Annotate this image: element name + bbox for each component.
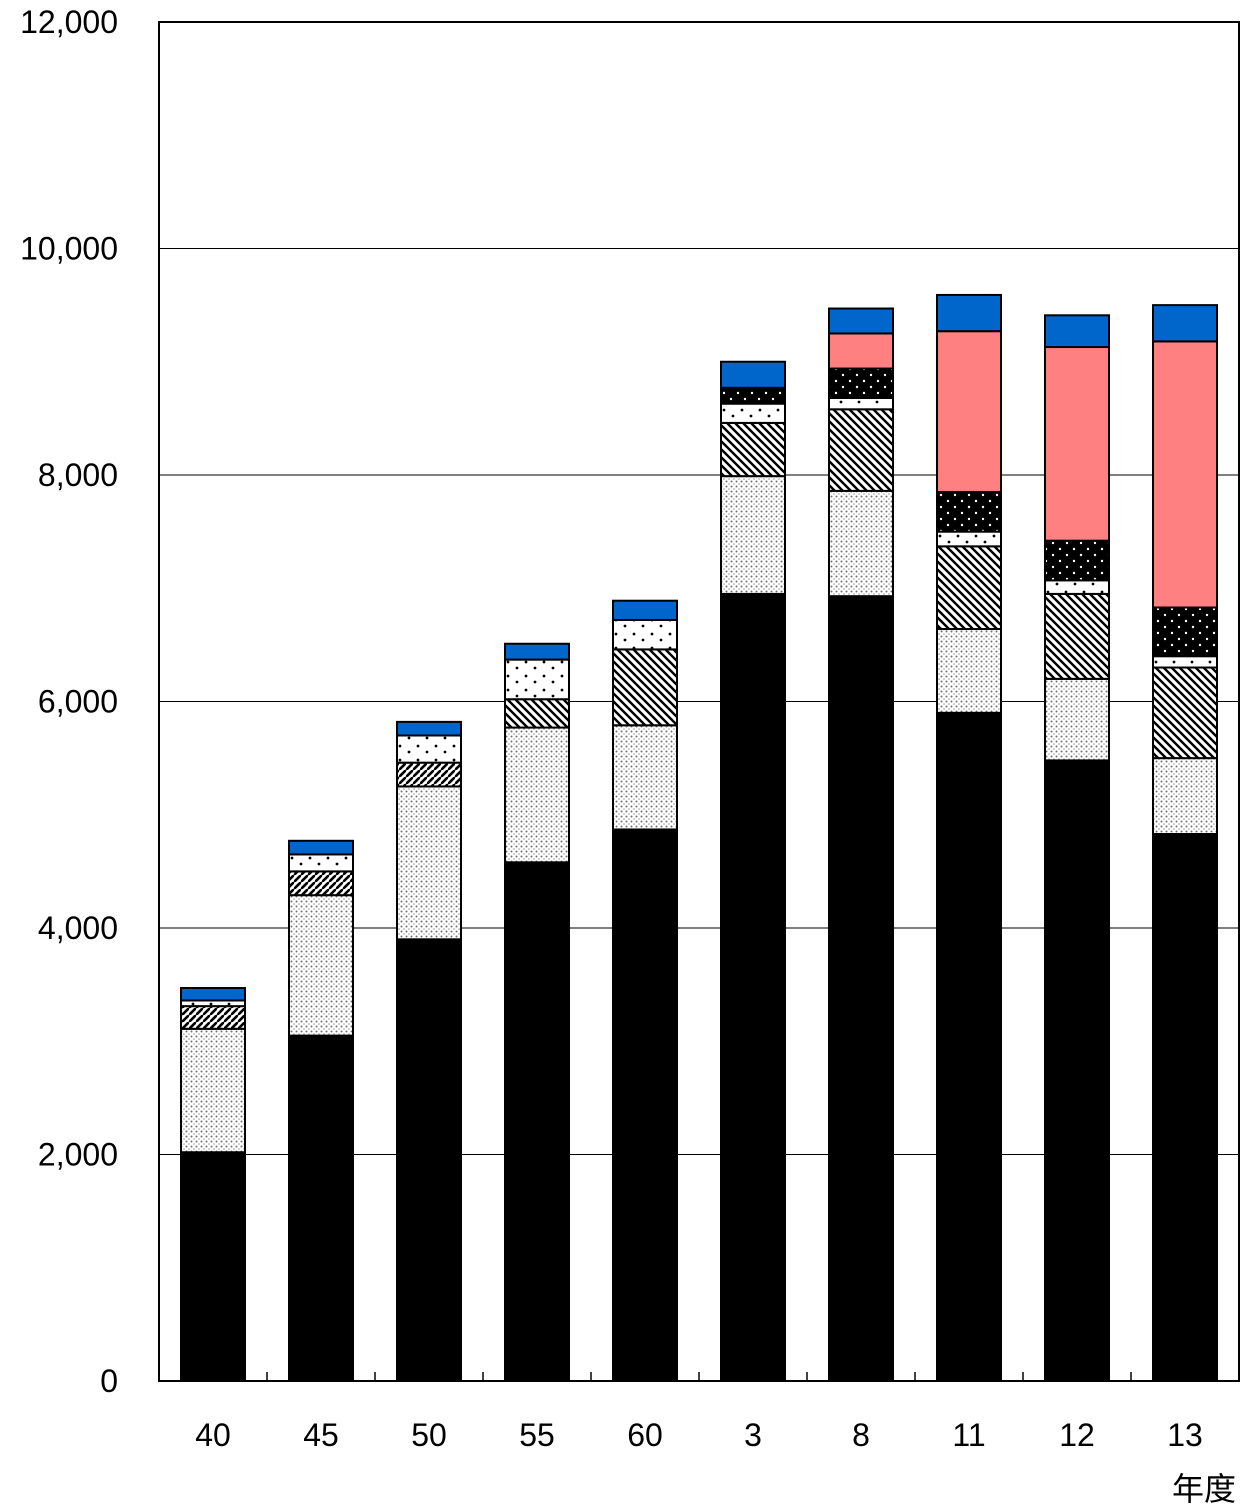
bar-segment-s3 xyxy=(1044,592,1110,680)
bar-segment-s1 xyxy=(1152,833,1218,1382)
bar-segment-s4 xyxy=(1152,655,1218,669)
y-tick-label: 10,000 xyxy=(20,231,118,267)
y-tick-label: 8,000 xyxy=(38,457,118,493)
bar-group-12 xyxy=(1044,314,1110,1382)
bar-segment-s2 xyxy=(936,628,1002,714)
y-tick-label: 2,000 xyxy=(38,1137,118,1173)
bar-segment-s3 xyxy=(396,761,462,788)
bar-segment-s3 xyxy=(936,545,1002,631)
bar-segment-s7 xyxy=(180,987,246,1002)
bar-segment-s4 xyxy=(504,658,570,701)
bar-segment-s4 xyxy=(396,734,462,764)
bar-group-40 xyxy=(180,987,246,1382)
y-tick-label: 0 xyxy=(100,1363,118,1399)
bar-segment-s1 xyxy=(828,595,894,1382)
x-tick-label: 3 xyxy=(744,1417,762,1453)
bar-segment-s5 xyxy=(828,367,894,399)
bar-segment-s2 xyxy=(720,475,786,595)
bar-segment-s7 xyxy=(1044,314,1110,349)
x-tick-label: 55 xyxy=(519,1417,555,1453)
bar-segment-s4 xyxy=(612,618,678,651)
bar-segment-s3 xyxy=(504,698,570,729)
bar-segment-s2 xyxy=(612,724,678,831)
y-axis-tick-labels: 0 2,000 4,000 6,000 8,000 10,000 12,000 xyxy=(20,4,118,1399)
bar-segment-s7 xyxy=(612,599,678,621)
bar-segment-s5 xyxy=(1044,539,1110,582)
bar-segment-s6 xyxy=(828,332,894,370)
bar-segment-s3 xyxy=(828,408,894,492)
bar-segment-s6 xyxy=(936,330,1002,493)
bar-segment-s2 xyxy=(1044,677,1110,762)
bar-segment-s1 xyxy=(936,711,1002,1382)
bar-segment-s1 xyxy=(612,828,678,1382)
bar-group-55 xyxy=(504,642,570,1382)
bar-segment-s3 xyxy=(288,870,354,897)
x-tick-label: 13 xyxy=(1167,1417,1203,1453)
bar-segment-s1 xyxy=(1044,759,1110,1382)
bar-group-60 xyxy=(612,599,678,1382)
bar-segment-s4 xyxy=(720,402,786,424)
bar-segment-s7 xyxy=(1152,304,1218,343)
bar-segment-s2 xyxy=(828,489,894,598)
bar-group-11 xyxy=(936,293,1002,1382)
bar-segment-s2 xyxy=(288,894,354,1037)
bar-segment-s4 xyxy=(936,530,1002,548)
bar-segment-s1 xyxy=(720,592,786,1382)
bar-segment-s7 xyxy=(828,307,894,335)
bar-segment-s7 xyxy=(936,293,1002,333)
bar-segment-s3 xyxy=(180,1005,246,1030)
bar-segment-s7 xyxy=(288,839,354,856)
x-axis-unit-label: 年度 xyxy=(1172,1470,1236,1508)
bar-segment-s2 xyxy=(180,1027,246,1154)
bar-segment-s5 xyxy=(1152,606,1218,658)
bar-group-45 xyxy=(288,839,354,1383)
bars xyxy=(180,293,1218,1383)
bar-segment-s4 xyxy=(1044,579,1110,595)
bar-segment-s2 xyxy=(396,785,462,941)
bar-segment-s5 xyxy=(936,490,1002,533)
x-tick-label: 60 xyxy=(627,1417,663,1453)
bar-segment-s3 xyxy=(1152,666,1218,760)
x-tick-label: 8 xyxy=(852,1417,870,1453)
bar-segment-s1 xyxy=(504,861,570,1382)
x-tick-label: 50 xyxy=(411,1417,447,1453)
bar-segment-s2 xyxy=(1152,757,1218,836)
bar-segment-s4 xyxy=(828,396,894,411)
y-tick-label: 12,000 xyxy=(20,4,118,40)
bar-segment-s1 xyxy=(180,1151,246,1382)
x-tick-label: 45 xyxy=(303,1417,339,1453)
x-axis-tick-labels: 40 45 50 55 60 3 8 11 12 13 xyxy=(195,1417,1203,1453)
y-tick-label: 6,000 xyxy=(38,684,118,720)
bar-segment-s7 xyxy=(720,360,786,389)
bar-segment-s4 xyxy=(288,853,354,873)
bar-group-3 xyxy=(720,360,786,1382)
x-tick-label: 12 xyxy=(1059,1417,1095,1453)
bar-group-13 xyxy=(1152,304,1218,1382)
x-tick-label: 11 xyxy=(952,1417,985,1453)
bar-segment-s1 xyxy=(288,1034,354,1383)
bar-segment-s7 xyxy=(396,720,462,737)
bar-segment-s7 xyxy=(504,642,570,661)
bar-group-8 xyxy=(828,307,894,1382)
x-tick-label: 40 xyxy=(195,1417,231,1453)
bar-group-50 xyxy=(396,720,462,1382)
bar-segment-s3 xyxy=(612,648,678,727)
bar-segment-s5 xyxy=(720,386,786,405)
bar-segment-s2 xyxy=(504,726,570,864)
bar-segment-s3 xyxy=(720,421,786,478)
bar-segment-s1 xyxy=(396,938,462,1382)
x-axis-ticks xyxy=(266,1372,1132,1381)
bar-segment-s6 xyxy=(1044,346,1110,542)
bar-segment-s6 xyxy=(1152,340,1218,609)
y-tick-label: 4,000 xyxy=(38,910,118,946)
